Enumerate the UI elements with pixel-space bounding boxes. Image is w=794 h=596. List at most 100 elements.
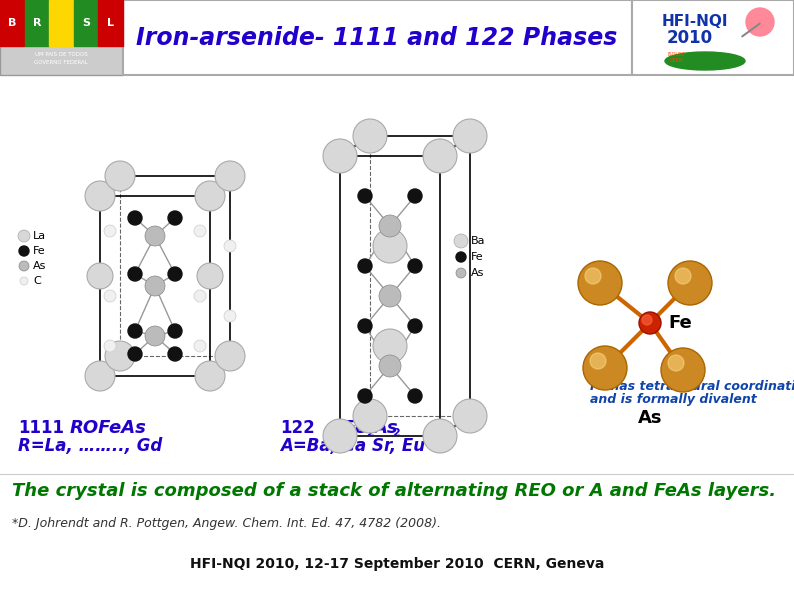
Circle shape: [453, 399, 487, 433]
Text: As: As: [471, 268, 484, 278]
Text: AFe: AFe: [330, 419, 367, 437]
Circle shape: [105, 161, 135, 191]
Circle shape: [224, 240, 236, 252]
Circle shape: [195, 361, 225, 391]
Text: B: B: [8, 18, 17, 28]
Bar: [0, 0, 25, 46]
Circle shape: [373, 329, 407, 363]
Text: Fe: Fe: [471, 252, 484, 262]
Circle shape: [194, 290, 206, 302]
Text: *D. Johrendt and R. Pottgen, Angew. Chem. Int. Ed. 47, 4782 (2008).: *D. Johrendt and R. Pottgen, Angew. Chem…: [12, 517, 441, 530]
Text: and is formally divalent: and is formally divalent: [590, 393, 757, 406]
Text: HFI-NQI: HFI-NQI: [661, 14, 728, 29]
Circle shape: [675, 268, 691, 284]
Circle shape: [87, 263, 113, 289]
Bar: [632, 0, 794, 75]
Circle shape: [453, 119, 487, 153]
Circle shape: [215, 161, 245, 191]
Circle shape: [353, 119, 387, 153]
Circle shape: [353, 399, 387, 433]
Circle shape: [408, 189, 422, 203]
Circle shape: [358, 319, 372, 333]
Circle shape: [104, 225, 116, 237]
Bar: [98, 0, 123, 46]
Text: R: R: [33, 18, 41, 28]
Bar: [49, 0, 74, 46]
Circle shape: [168, 324, 182, 338]
Text: ★: ★: [56, 18, 67, 28]
Text: Fe has tetrahedral coordination: Fe has tetrahedral coordination: [590, 380, 794, 393]
Circle shape: [145, 326, 165, 346]
Circle shape: [19, 261, 29, 271]
Text: A=Ba, Ca Sr, Eu: A=Ba, Ca Sr, Eu: [280, 437, 425, 455]
Text: HFI-NQI 2010, 12-17 September 2010  CERN, Geneva: HFI-NQI 2010, 12-17 September 2010 CERN,…: [190, 557, 604, 571]
Circle shape: [195, 181, 225, 211]
Text: GOVERNO FEDERAL: GOVERNO FEDERAL: [34, 60, 88, 64]
Circle shape: [668, 355, 684, 371]
Circle shape: [379, 285, 401, 307]
Text: CERN: CERN: [670, 58, 684, 63]
Circle shape: [456, 268, 466, 278]
Circle shape: [85, 361, 115, 391]
Circle shape: [105, 341, 135, 371]
Circle shape: [145, 276, 165, 296]
Circle shape: [128, 347, 142, 361]
Circle shape: [379, 215, 401, 237]
Circle shape: [168, 347, 182, 361]
Circle shape: [85, 181, 115, 211]
Text: S: S: [82, 18, 90, 28]
Circle shape: [18, 230, 30, 242]
Bar: [25, 0, 49, 46]
Circle shape: [358, 189, 372, 203]
Circle shape: [128, 324, 142, 338]
Text: UM PAIS DE TODOS: UM PAIS DE TODOS: [35, 52, 87, 57]
Text: 2010: 2010: [667, 29, 713, 47]
Text: 2: 2: [392, 428, 399, 438]
Circle shape: [145, 226, 165, 246]
Bar: [123, 0, 632, 75]
Text: 1111: 1111: [18, 419, 64, 437]
Circle shape: [104, 340, 116, 352]
Circle shape: [642, 315, 652, 325]
Circle shape: [358, 259, 372, 273]
Ellipse shape: [665, 52, 745, 70]
Circle shape: [590, 353, 606, 369]
Circle shape: [408, 259, 422, 273]
Bar: [0, 0, 123, 75]
Text: C: C: [33, 276, 40, 286]
Circle shape: [19, 246, 29, 256]
Circle shape: [423, 419, 457, 453]
Circle shape: [20, 277, 28, 285]
Circle shape: [194, 225, 206, 237]
Circle shape: [583, 346, 627, 390]
Circle shape: [661, 348, 705, 392]
Circle shape: [323, 139, 357, 173]
Circle shape: [128, 211, 142, 225]
Circle shape: [408, 319, 422, 333]
Circle shape: [323, 419, 357, 453]
Circle shape: [585, 268, 601, 284]
Circle shape: [168, 211, 182, 225]
Text: As: As: [638, 409, 662, 427]
Text: ROFeAs: ROFeAs: [70, 419, 147, 437]
Circle shape: [215, 341, 245, 371]
Text: L: L: [107, 18, 114, 28]
Text: As: As: [33, 261, 46, 271]
Circle shape: [168, 267, 182, 281]
Text: As: As: [373, 419, 398, 437]
Bar: [74, 0, 98, 46]
Circle shape: [224, 310, 236, 322]
Circle shape: [379, 355, 401, 377]
Text: R=La, …….., Gd: R=La, …….., Gd: [18, 437, 162, 455]
Text: Iron-arsenide- 1111 and 122 Phases: Iron-arsenide- 1111 and 122 Phases: [137, 26, 618, 50]
Circle shape: [456, 252, 466, 262]
Circle shape: [197, 263, 223, 289]
Text: Ba: Ba: [471, 236, 485, 246]
Text: La: La: [33, 231, 46, 241]
Text: 2: 2: [366, 428, 374, 438]
Circle shape: [423, 139, 457, 173]
Text: 122: 122: [280, 419, 314, 437]
Circle shape: [408, 389, 422, 403]
Circle shape: [194, 340, 206, 352]
Circle shape: [373, 229, 407, 263]
